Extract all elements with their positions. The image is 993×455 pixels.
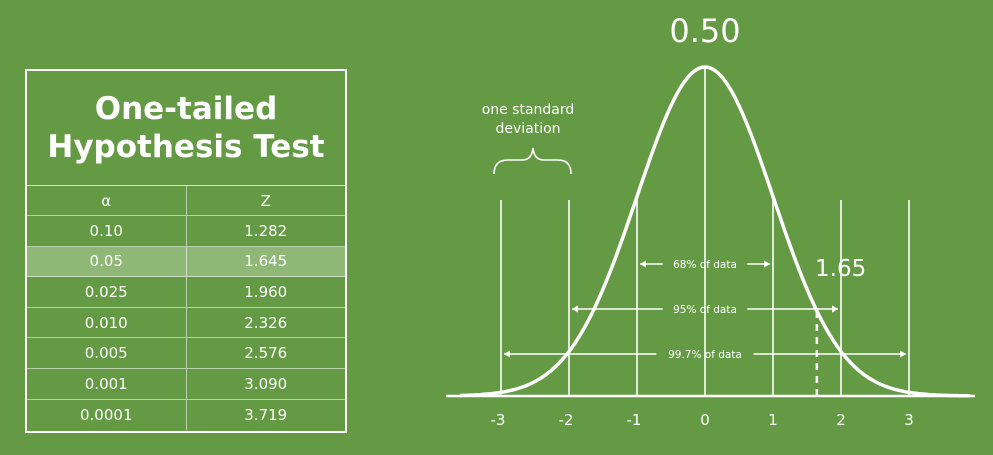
alpha-cell: 0.005 [27, 338, 187, 368]
bell-curve [460, 65, 971, 398]
arrow-head [504, 350, 510, 358]
range-label: 99.7% of data [668, 349, 742, 361]
sd-brace [493, 147, 572, 175]
alpha-cell: 0.025 [27, 277, 187, 307]
alpha-cell: 0.001 [27, 368, 187, 399]
table-row: 0.10 1.282 [27, 216, 345, 247]
arrow-head [572, 305, 578, 313]
table-row: 0.005 2.576 [27, 338, 345, 369]
table-title-line1: One-tailed [94, 91, 278, 127]
table-row: 0.001 3.090 [27, 368, 345, 400]
sd-annotation-line1: one standard [482, 102, 575, 118]
z-cell: 2.326 [244, 313, 288, 332]
z-cell: 1.282 [244, 221, 288, 240]
arrow-head [764, 260, 770, 268]
arrow-head [900, 350, 906, 358]
sd-annotation-line2: deviation [495, 121, 560, 137]
header-z: Z [260, 191, 271, 210]
table-row-highlighted: 0.05 1.645 [27, 246, 345, 278]
arrow-head [640, 260, 646, 268]
alpha-cell: 0.010 [27, 307, 187, 338]
alpha-cell: 0.10 [27, 216, 187, 246]
table-title: One-tailed Hypothesis Test [27, 71, 345, 186]
z-cell: 1.960 [244, 282, 288, 301]
header-alpha: α [27, 186, 187, 215]
critical-value-label: 1.65 [815, 256, 866, 282]
table-header-row: α Z [27, 186, 345, 216]
x-tick-label: -3 [491, 411, 506, 429]
z-cell: 2.576 [244, 344, 288, 363]
x-tick-label: 1 [768, 411, 778, 429]
x-tick-label: 3 [904, 411, 914, 429]
x-tick-label: 0 [700, 411, 710, 429]
x-tick-label: -2 [559, 411, 574, 429]
range-label: 95% of data [673, 304, 737, 316]
z-cell: 3.090 [244, 374, 288, 393]
z-cell: 3.719 [244, 405, 288, 424]
table-row: 0.025 1.960 [27, 277, 345, 308]
peak-label: 0.50 [669, 12, 740, 50]
arrow-head [832, 305, 838, 313]
table-title-line2: Hypothesis Test [47, 129, 325, 165]
table-row: 0.010 2.326 [27, 307, 345, 339]
table-row: 0.0001 3.719 [27, 399, 345, 431]
z-cell: 1.645 [244, 252, 288, 271]
alpha-cell: 0.05 [27, 246, 187, 277]
x-tick-label: 2 [836, 411, 846, 429]
range-label: 68% of data [673, 259, 737, 271]
hypothesis-table: One-tailed Hypothesis Test α Z 0.10 1.282… [25, 69, 347, 433]
x-tick-label: -1 [627, 411, 642, 429]
alpha-cell: 0.0001 [27, 399, 187, 431]
